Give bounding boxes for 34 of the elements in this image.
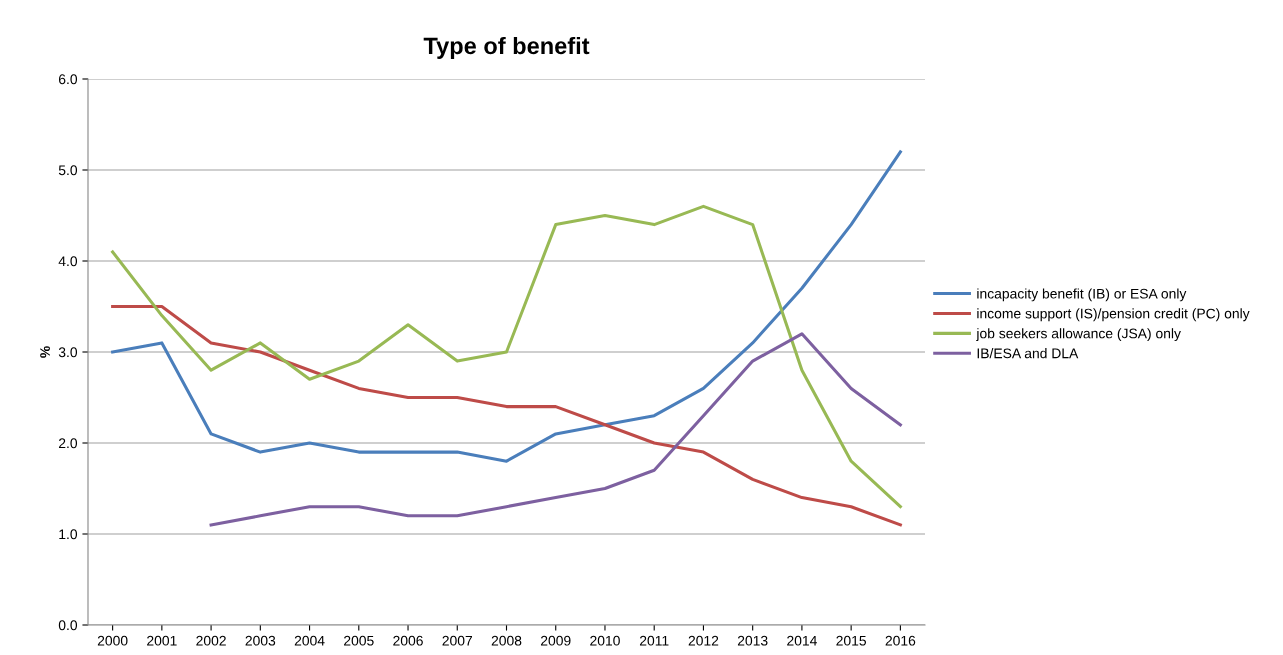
y-tick-label: 6.0	[58, 74, 78, 85]
x-tick-label: 2005	[344, 635, 374, 646]
x-tick-label: 2016	[885, 635, 916, 646]
legend-label: income support (IS)/pension credit (PC) only	[977, 308, 1250, 322]
x-tick-label: 2010	[590, 635, 620, 646]
x-tick-label: 2002	[196, 635, 226, 646]
x-tick-label: 2003	[245, 635, 276, 646]
x-tick-label: 2001	[147, 635, 177, 646]
y-axis-title: %	[40, 346, 50, 358]
x-tick-label: 2013	[737, 635, 768, 646]
x-tick-label: 2015	[836, 635, 867, 646]
y-tick-label: 2.0	[58, 438, 78, 449]
x-tick-label: 2012	[688, 635, 719, 646]
legend-label: IB/ESA and DLA	[977, 348, 1079, 359]
y-tick-label: 5.0	[58, 165, 78, 176]
line-series	[111, 304, 902, 527]
legend-label: job seekers allowance (JSA) only	[976, 328, 1181, 342]
x-tick-label: 2014	[787, 635, 817, 646]
x-tick-label: 2000	[97, 635, 128, 646]
x-tick-label: 2007	[442, 635, 473, 646]
chart-title: Type of benefit	[423, 36, 590, 59]
x-tick-label: 2004	[294, 635, 325, 646]
line-series	[111, 150, 902, 463]
y-tick-label: 1.0	[59, 529, 78, 540]
x-tick-label: 2008	[491, 635, 522, 646]
legend-label: incapacity benefit (IB) or ESA only	[977, 288, 1187, 302]
y-tick-label: 4.0	[58, 256, 78, 267]
line-series	[209, 332, 902, 527]
x-tick-label: 2006	[393, 635, 423, 646]
line-series	[111, 204, 902, 509]
x-tick-label: 2011	[639, 635, 669, 646]
y-tick-label: 3.0	[58, 347, 78, 358]
y-tick-label: 0.0	[58, 620, 78, 631]
x-tick-label: 2009	[540, 635, 571, 646]
